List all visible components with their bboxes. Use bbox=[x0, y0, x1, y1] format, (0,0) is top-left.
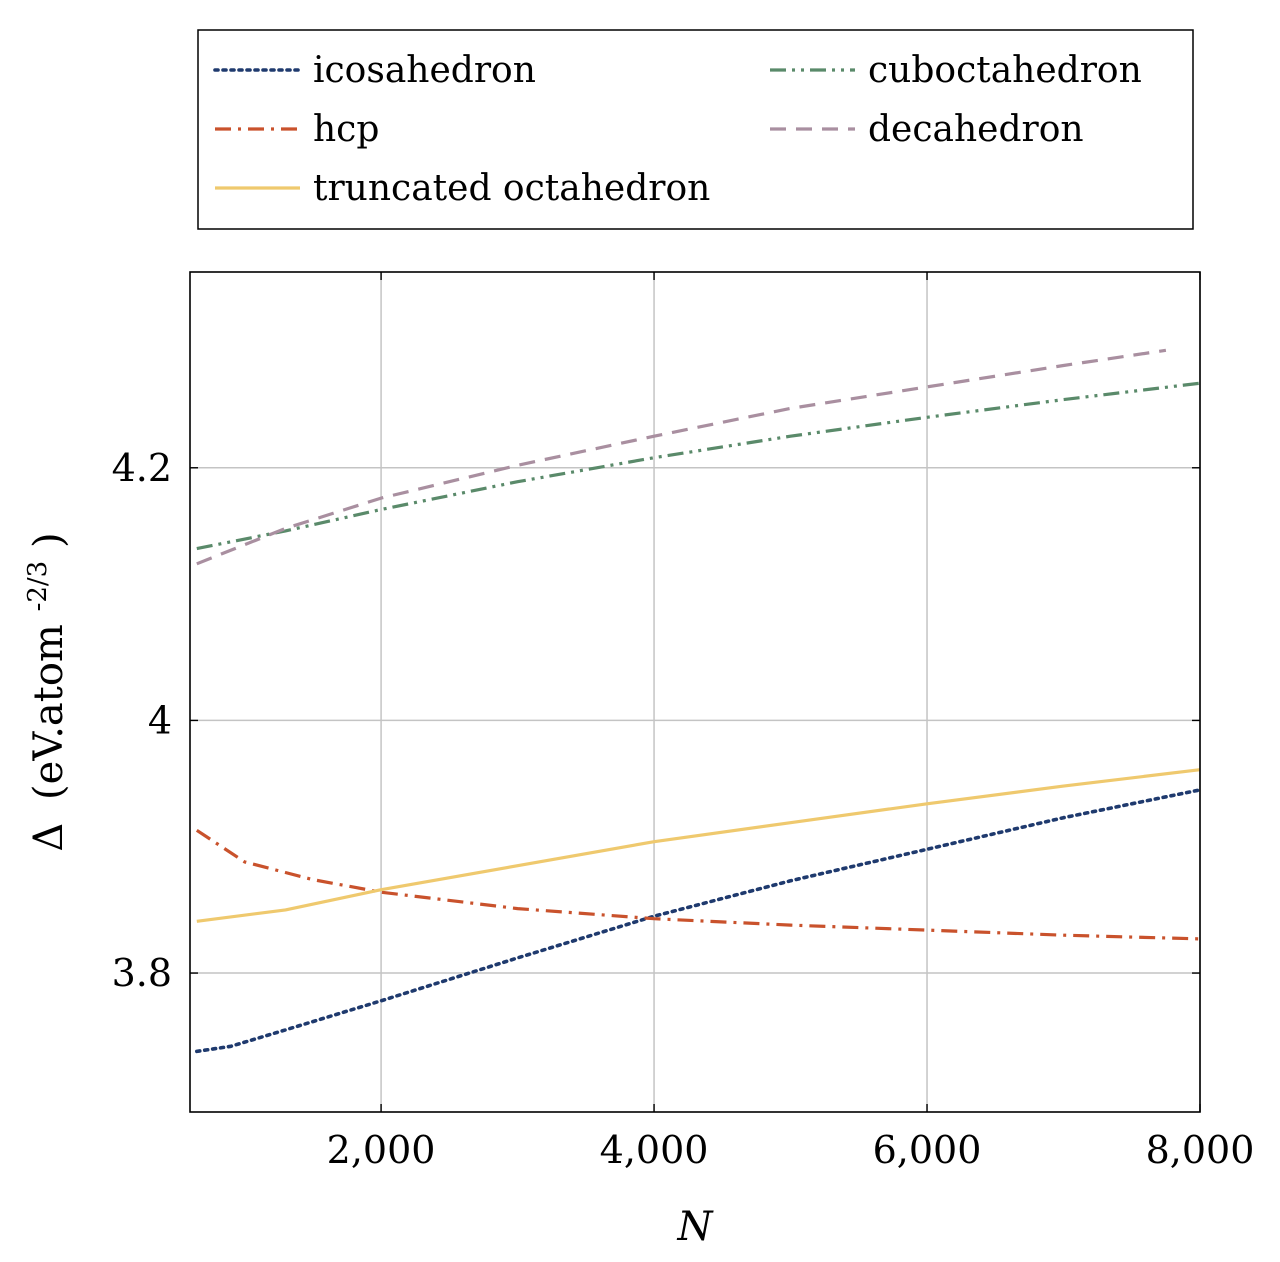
y-axis-title-exponent: -2/3 bbox=[23, 561, 53, 612]
legend-entry-icosahedron: icosahedron bbox=[213, 50, 536, 91]
y-tick-labels: 3.8 4 4.2 bbox=[112, 446, 172, 995]
series-line-cuboctahedron bbox=[196, 381, 1201, 551]
x-tick-label: 6,000 bbox=[873, 1128, 982, 1172]
plot-area bbox=[189, 271, 1202, 1113]
x-tick-label: 2,000 bbox=[327, 1128, 436, 1172]
x-tick-labels: 2,000 4,000 6,000 8,000 bbox=[327, 1128, 1255, 1172]
legend-entry-cuboctahedron: cuboctahedron bbox=[770, 50, 1142, 91]
y-axis-title-close: ) bbox=[26, 532, 72, 548]
y-tick-label: 3.8 bbox=[112, 951, 172, 995]
legend-label: decahedron bbox=[868, 109, 1084, 150]
x-tick-label: 4,000 bbox=[600, 1128, 709, 1172]
y-tick-label: 4 bbox=[148, 698, 172, 742]
series-line-decahedron bbox=[196, 348, 1167, 566]
series-line-truncated-octahedron bbox=[196, 768, 1201, 923]
legend-label: icosahedron bbox=[313, 50, 536, 91]
legend-label: hcp bbox=[313, 109, 379, 150]
y-axis-title-symbol: Δ bbox=[26, 823, 72, 852]
grid bbox=[190, 272, 1201, 1112]
tick-marks bbox=[190, 272, 1201, 1112]
legend-entry-truncated-octahedron: truncated octahedron bbox=[215, 168, 710, 209]
svg-text:Δ (eV.atom -2/3: Δ (eV.atom -2/3 ) bbox=[10, 532, 72, 851]
series-line-hcp bbox=[195, 828, 1201, 941]
y-axis-title: Δ (eV.atom -2/3 ) bbox=[10, 532, 72, 851]
legend-entry-decahedron: decahedron bbox=[770, 109, 1084, 150]
series-line-icosahedron bbox=[195, 788, 1202, 1054]
legend-entry-hcp: hcp bbox=[215, 109, 379, 150]
y-tick-label: 4.2 bbox=[112, 446, 172, 490]
series-group bbox=[195, 348, 1202, 1054]
legend: icosahedron cuboctahedron hcp decahedron tru… bbox=[197, 29, 1194, 230]
legend-label: truncated octahedron bbox=[313, 168, 710, 209]
x-tick-label: 8,000 bbox=[1146, 1128, 1255, 1172]
y-axis-title-unit: (eV.atom bbox=[26, 624, 72, 800]
legend-box bbox=[197, 29, 1194, 230]
x-axis-title: N bbox=[677, 1204, 715, 1250]
plot-frame bbox=[189, 271, 1201, 1113]
legend-label: cuboctahedron bbox=[868, 50, 1142, 91]
